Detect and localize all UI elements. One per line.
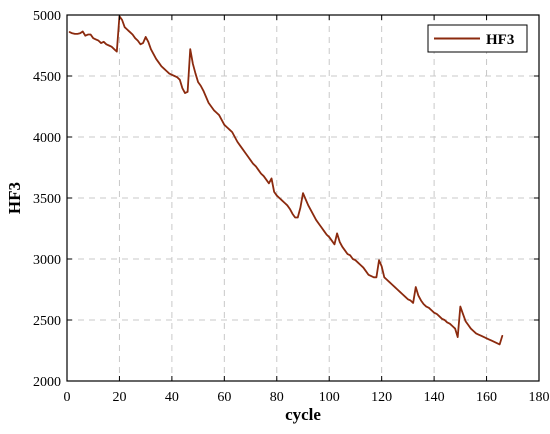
- x-tick-label: 20: [112, 390, 126, 405]
- x-tick-label: 160: [476, 390, 497, 405]
- x-axis: 0 20 40 60 80 100 120 140 160 180: [64, 15, 550, 405]
- y-tick-label: 2500: [33, 314, 61, 329]
- x-tick-label: 120: [371, 390, 392, 405]
- y-tick-label: 3000: [33, 253, 61, 268]
- y-tick-label: 4000: [33, 131, 61, 146]
- series-layer: [68, 15, 504, 346]
- x-tick-label: 60: [217, 390, 231, 405]
- y-tick-label: 5000: [33, 9, 61, 24]
- x-tick-label: 40: [165, 390, 179, 405]
- legend-label-hf3: HF3: [486, 32, 514, 48]
- x-tick-label: 100: [319, 390, 340, 405]
- x-axis-label: cycle: [285, 405, 321, 424]
- y-tick-label: 4500: [33, 70, 61, 85]
- x-tick-label: 0: [64, 390, 71, 405]
- y-tick-label: 2000: [33, 375, 61, 390]
- x-tick-label: 80: [270, 390, 284, 405]
- y-axis-label: HF3: [5, 182, 24, 214]
- y-tick-label: 3500: [33, 192, 61, 207]
- y-axis: 2000 2500 3000 3500 4000 4500 5000: [33, 9, 539, 390]
- legend: HF3: [427, 24, 528, 53]
- x-tick-label: 180: [529, 390, 550, 405]
- series-line-hf3: [68, 15, 504, 346]
- x-tick-label: 140: [424, 390, 445, 405]
